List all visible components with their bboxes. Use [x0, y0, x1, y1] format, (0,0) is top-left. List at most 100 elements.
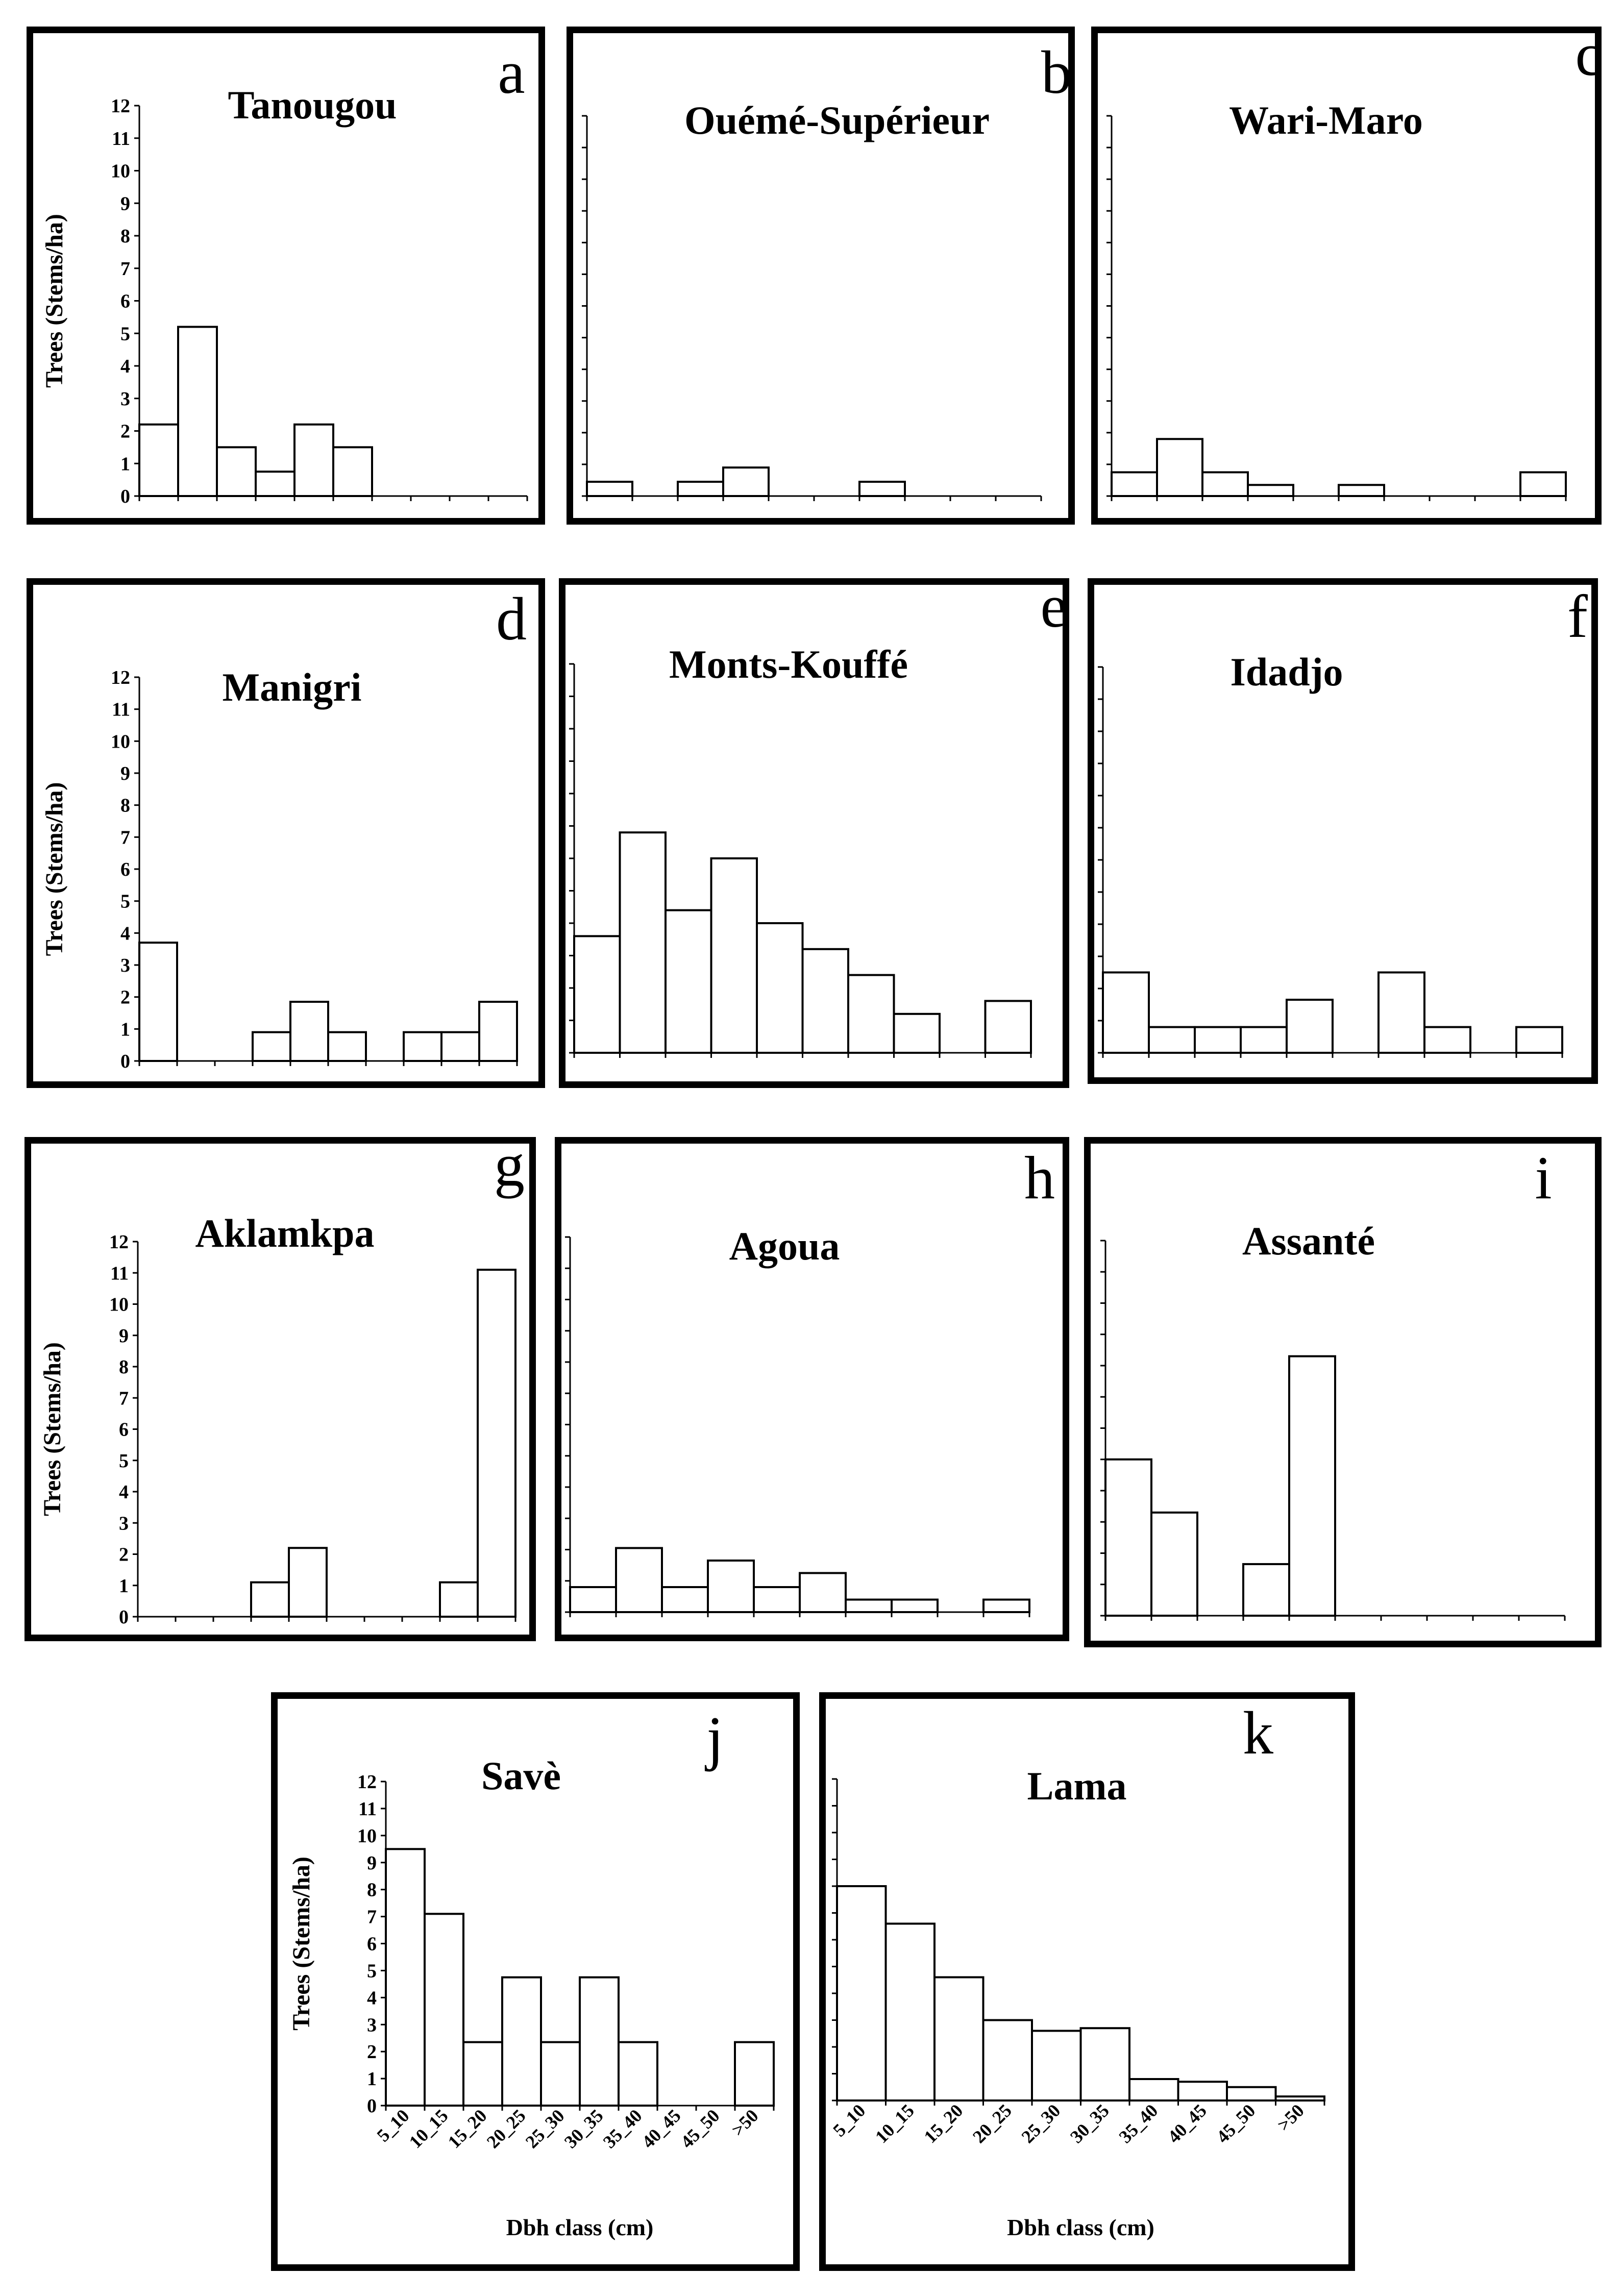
bar-15_20	[677, 481, 724, 497]
bar-20_25	[722, 466, 770, 497]
bar-5_10	[138, 942, 178, 1062]
x-tick-label: >50	[727, 2105, 762, 2140]
chart-h: Agoua h	[565, 1144, 1055, 1617]
x-tick-label: 45_50	[1212, 2100, 1259, 2147]
bar-15_20	[933, 1976, 985, 2102]
chart-f: Idadjo f	[1098, 585, 1588, 1058]
y-tick-label: 6	[120, 291, 130, 312]
panel-d: Manigri d 0 1 2 3 4 5 6 7 8 9 10 11 12 Trees (Stems/ha)	[27, 578, 545, 1088]
y-tick-label: 10	[109, 1294, 129, 1316]
y-tick-label: 2	[120, 421, 130, 442]
x-tick-label: 25_30	[522, 2105, 569, 2152]
y-tick-label: 9	[367, 1852, 377, 1874]
y-axis-label: Trees (Stems/ha)	[41, 782, 68, 956]
y-tick-label: 2	[367, 2041, 377, 2063]
y-tick-label: 0	[120, 1051, 130, 1072]
bar-15_20	[216, 446, 257, 497]
x-tick-label: >50	[1273, 2100, 1308, 2135]
bar->50	[734, 2041, 775, 2107]
chart-title: Idadjo	[1230, 650, 1343, 694]
y-tick-label: 10	[111, 161, 130, 182]
bar-20_25	[1247, 484, 1294, 497]
bar-5_10	[836, 1885, 887, 2102]
bar-25_30	[1286, 999, 1334, 1054]
bar-25_30	[288, 1547, 328, 1618]
bar-20_25	[252, 1031, 291, 1062]
panel-i: Assanté i	[1084, 1137, 1602, 1647]
y-tick-label: 11	[112, 699, 130, 721]
bar-30_35	[799, 1572, 847, 1613]
panel-c: Wari-Maro c	[1091, 27, 1602, 525]
bar-5_10	[385, 1848, 426, 2107]
bar-15_20	[1201, 471, 1249, 497]
chart-e: Monts-Kouffé e	[569, 585, 1063, 1058]
chart-title: Manigri	[223, 665, 362, 709]
y-tick-label: 8	[120, 226, 130, 247]
y-tick-label: 7	[119, 1388, 129, 1409]
x-axis-label: Dbh class (cm)	[506, 2214, 654, 2240]
panel-letter: h	[1024, 1144, 1055, 1212]
bar-35_40	[858, 481, 906, 497]
panel-j: Savè j 0 1 2 3 4 5 6 7 8 9 10 11 12 Trees (Stems/ha) 5_1…	[271, 1692, 800, 2271]
panel-letter: c	[1575, 33, 1595, 88]
bar->50	[478, 1001, 518, 1062]
bar-35_40	[618, 2041, 658, 2107]
bar-15_20	[1194, 1026, 1242, 1054]
y-tick-label: 11	[112, 128, 130, 150]
bar-5_10	[138, 423, 179, 497]
panel-letter: f	[1567, 585, 1588, 650]
bar-25_30	[1031, 2030, 1082, 2102]
bar-30_35	[1338, 484, 1385, 497]
chart-title: Agoua	[729, 1224, 840, 1268]
bar-30_35	[801, 948, 849, 1054]
bar-40_45	[891, 1598, 939, 1613]
x-tick-label: 40_45	[1164, 2100, 1211, 2147]
bar->50	[1274, 2095, 1325, 2102]
y-tick-label: 7	[120, 258, 130, 280]
y-tick-label: 3	[119, 1513, 129, 1534]
bar-10_15	[619, 831, 667, 1054]
y-tick-label: 5	[120, 891, 130, 912]
y-tick-label: 9	[120, 193, 130, 214]
y-tick-label: 0	[120, 486, 130, 507]
bar-30_35	[579, 1976, 620, 2107]
chart-title: Aklamkpa	[195, 1211, 374, 1255]
bar-10_15	[1148, 1026, 1196, 1054]
bar-40_45	[1177, 2081, 1228, 2102]
panel-e: Monts-Kouffé e	[559, 578, 1069, 1088]
chart-title: Tanougou	[228, 83, 397, 127]
y-tick-label: 7	[367, 1907, 377, 1928]
y-tick-label: 4	[119, 1481, 129, 1503]
panel-letter: g	[494, 1144, 525, 1199]
x-tick-label: 25_30	[1017, 2100, 1064, 2147]
chart-title: Assanté	[1242, 1219, 1375, 1263]
y-tick-label: 5	[367, 1960, 377, 1982]
bar-5_10	[569, 1586, 617, 1613]
y-tick-label: 5	[120, 323, 130, 344]
y-tick-label: 11	[358, 1798, 377, 1820]
bar-35_40	[845, 1598, 893, 1613]
y-tick-label: 1	[367, 2068, 377, 2090]
bar-35_40	[847, 974, 895, 1054]
bar-20_25	[250, 1581, 290, 1618]
y-tick-label: 1	[120, 1019, 130, 1040]
y-tick-label: 4	[120, 923, 130, 944]
bar-15_20	[462, 2041, 503, 2107]
y-tick-label: 10	[357, 1825, 377, 1847]
x-tick-label: 10_15	[871, 2100, 918, 2147]
y-tick-label: 9	[120, 763, 130, 784]
x-tick-label: 35_40	[599, 2105, 646, 2152]
x-tick-label: 20_25	[483, 2105, 530, 2152]
bar-45_50	[439, 1581, 479, 1618]
y-tick-label: 3	[120, 388, 130, 410]
bar-10_15	[615, 1547, 663, 1613]
y-tick-label: 7	[120, 827, 130, 848]
bar-10_15	[177, 326, 218, 497]
chart-i: Assanté i	[1100, 1144, 1566, 1621]
y-tick-label: 10	[111, 731, 130, 752]
x-tick-label: 30_35	[560, 2105, 607, 2152]
x-tick-label: 15_20	[920, 2100, 967, 2147]
bar->50	[982, 1598, 1030, 1613]
